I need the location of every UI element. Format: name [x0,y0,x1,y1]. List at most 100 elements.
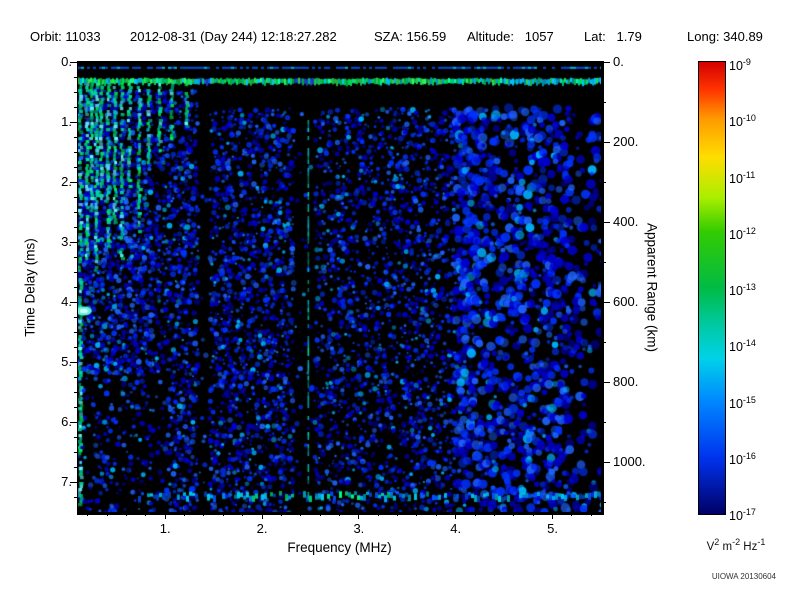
y-tick-label: 0. [61,54,72,69]
x-tick-label: 1. [159,521,171,536]
axis-tick [74,106,77,108]
axis-tick [74,346,77,348]
axis-tick [203,513,205,516]
axis-tick [74,166,77,168]
y-tick-label: 7. [61,474,72,489]
axis-tick [74,211,77,213]
colorbar-tick-label: 10-14 [729,338,756,355]
colorbar-tick-label: 10-9 [729,57,751,74]
axis-tick [603,221,610,223]
axis-tick [74,256,77,258]
y2-tick-label: 400. [613,214,639,229]
header-datetime: 2012-08-31 (Day 244) 12:18:27.282 [130,29,337,44]
axis-tick [70,181,77,183]
axis-tick [74,151,77,153]
colorbar-tick-label: 10-10 [729,113,756,130]
colorbar-tick-label: 10-15 [729,394,756,411]
spectrogram-canvas [78,62,601,512]
axis-tick [70,301,77,303]
axis-tick [70,481,77,483]
axis-tick [532,513,534,516]
spectrogram-plot [77,61,604,515]
axis-tick [74,451,77,453]
y-tick-label: 5. [61,354,72,369]
axis-tick [603,341,606,343]
axis-tick [261,513,263,519]
axis-tick [474,513,476,516]
axis-tick [222,513,224,516]
axis-tick [435,513,437,516]
axis-tick [74,76,77,78]
axis-tick [74,391,77,393]
y2-tick-label: 600. [613,294,639,309]
colorbar-tick-label: 10-12 [729,225,756,242]
axis-tick [416,513,418,516]
colorbar-tick-label: 10-16 [729,450,756,467]
axis-tick [70,121,77,123]
axis-tick [74,496,77,498]
axis-tick [74,226,77,228]
axis-tick [513,513,515,516]
colorbar-units-label: V2 m-2 Hz-1 [706,537,766,553]
x-axis-title: Frequency (MHz) [287,540,392,555]
axis-tick [70,421,77,423]
axis-tick [571,513,573,516]
axis-tick [493,513,495,516]
axis-tick [87,513,89,516]
y-tick-label: 2. [61,174,72,189]
header-sza: SZA: 156.59 [374,29,447,44]
y2-tick-label: 1000. [613,454,646,469]
y2-tick-label: 200. [613,134,639,149]
axis-tick [74,196,77,198]
axis-tick [184,513,186,516]
header-orbit: Orbit: 11033 [30,29,101,44]
axis-tick [377,513,379,516]
axis-tick [339,513,340,516]
x-tick-label: 4. [450,521,462,536]
axis-tick [552,513,554,519]
axis-tick [74,136,77,138]
axis-tick [280,513,282,516]
colorbar [698,61,726,515]
axis-tick [74,286,77,288]
axis-tick [74,271,77,273]
header-longitude: Long: 340.89 [687,29,763,44]
axis-tick [319,513,321,516]
y2-tick-label: 800. [613,374,639,389]
axis-tick [603,261,606,263]
colorbar-tick-labels: 10-9 10-10 10-11 10-12 10-13 10-14 10-15 10-16 1… [729,57,779,523]
axis-tick [74,376,77,378]
colorbar-tick-label: 10-13 [729,282,756,299]
axis-tick [74,466,77,468]
axis-tick [242,513,244,516]
axis-tick [455,513,457,519]
axis-tick [603,461,610,463]
axis-tick [70,61,77,63]
credit-text: UIOWA 20130604 [711,572,776,581]
axis-tick [74,316,77,318]
y-tick-label: 3. [61,234,72,249]
axis-tick [106,513,108,516]
axis-tick [603,501,606,503]
axis-tick [74,331,77,333]
axis-tick [145,513,147,516]
header-latitude: Lat: 1.79 [584,29,642,44]
axis-tick [164,513,166,519]
header-altitude: Altitude: 1057 [467,29,554,44]
axis-tick [74,91,77,93]
colorbar-tick-label: 10-17 [729,507,756,524]
axis-tick [125,513,127,516]
axis-tick [603,141,610,143]
x-tick-label: 3. [353,521,365,536]
y-tick-label: 6. [61,414,72,429]
colorbar-tick-label: 10-11 [729,169,756,186]
axis-tick [358,513,360,519]
axis-tick [300,513,302,516]
y-tick-label: 1. [61,114,72,129]
axis-tick [70,361,77,363]
x-tick-label: 2. [256,521,268,536]
axis-tick [603,421,606,423]
axis-tick [397,513,399,516]
axis-tick [603,101,606,103]
